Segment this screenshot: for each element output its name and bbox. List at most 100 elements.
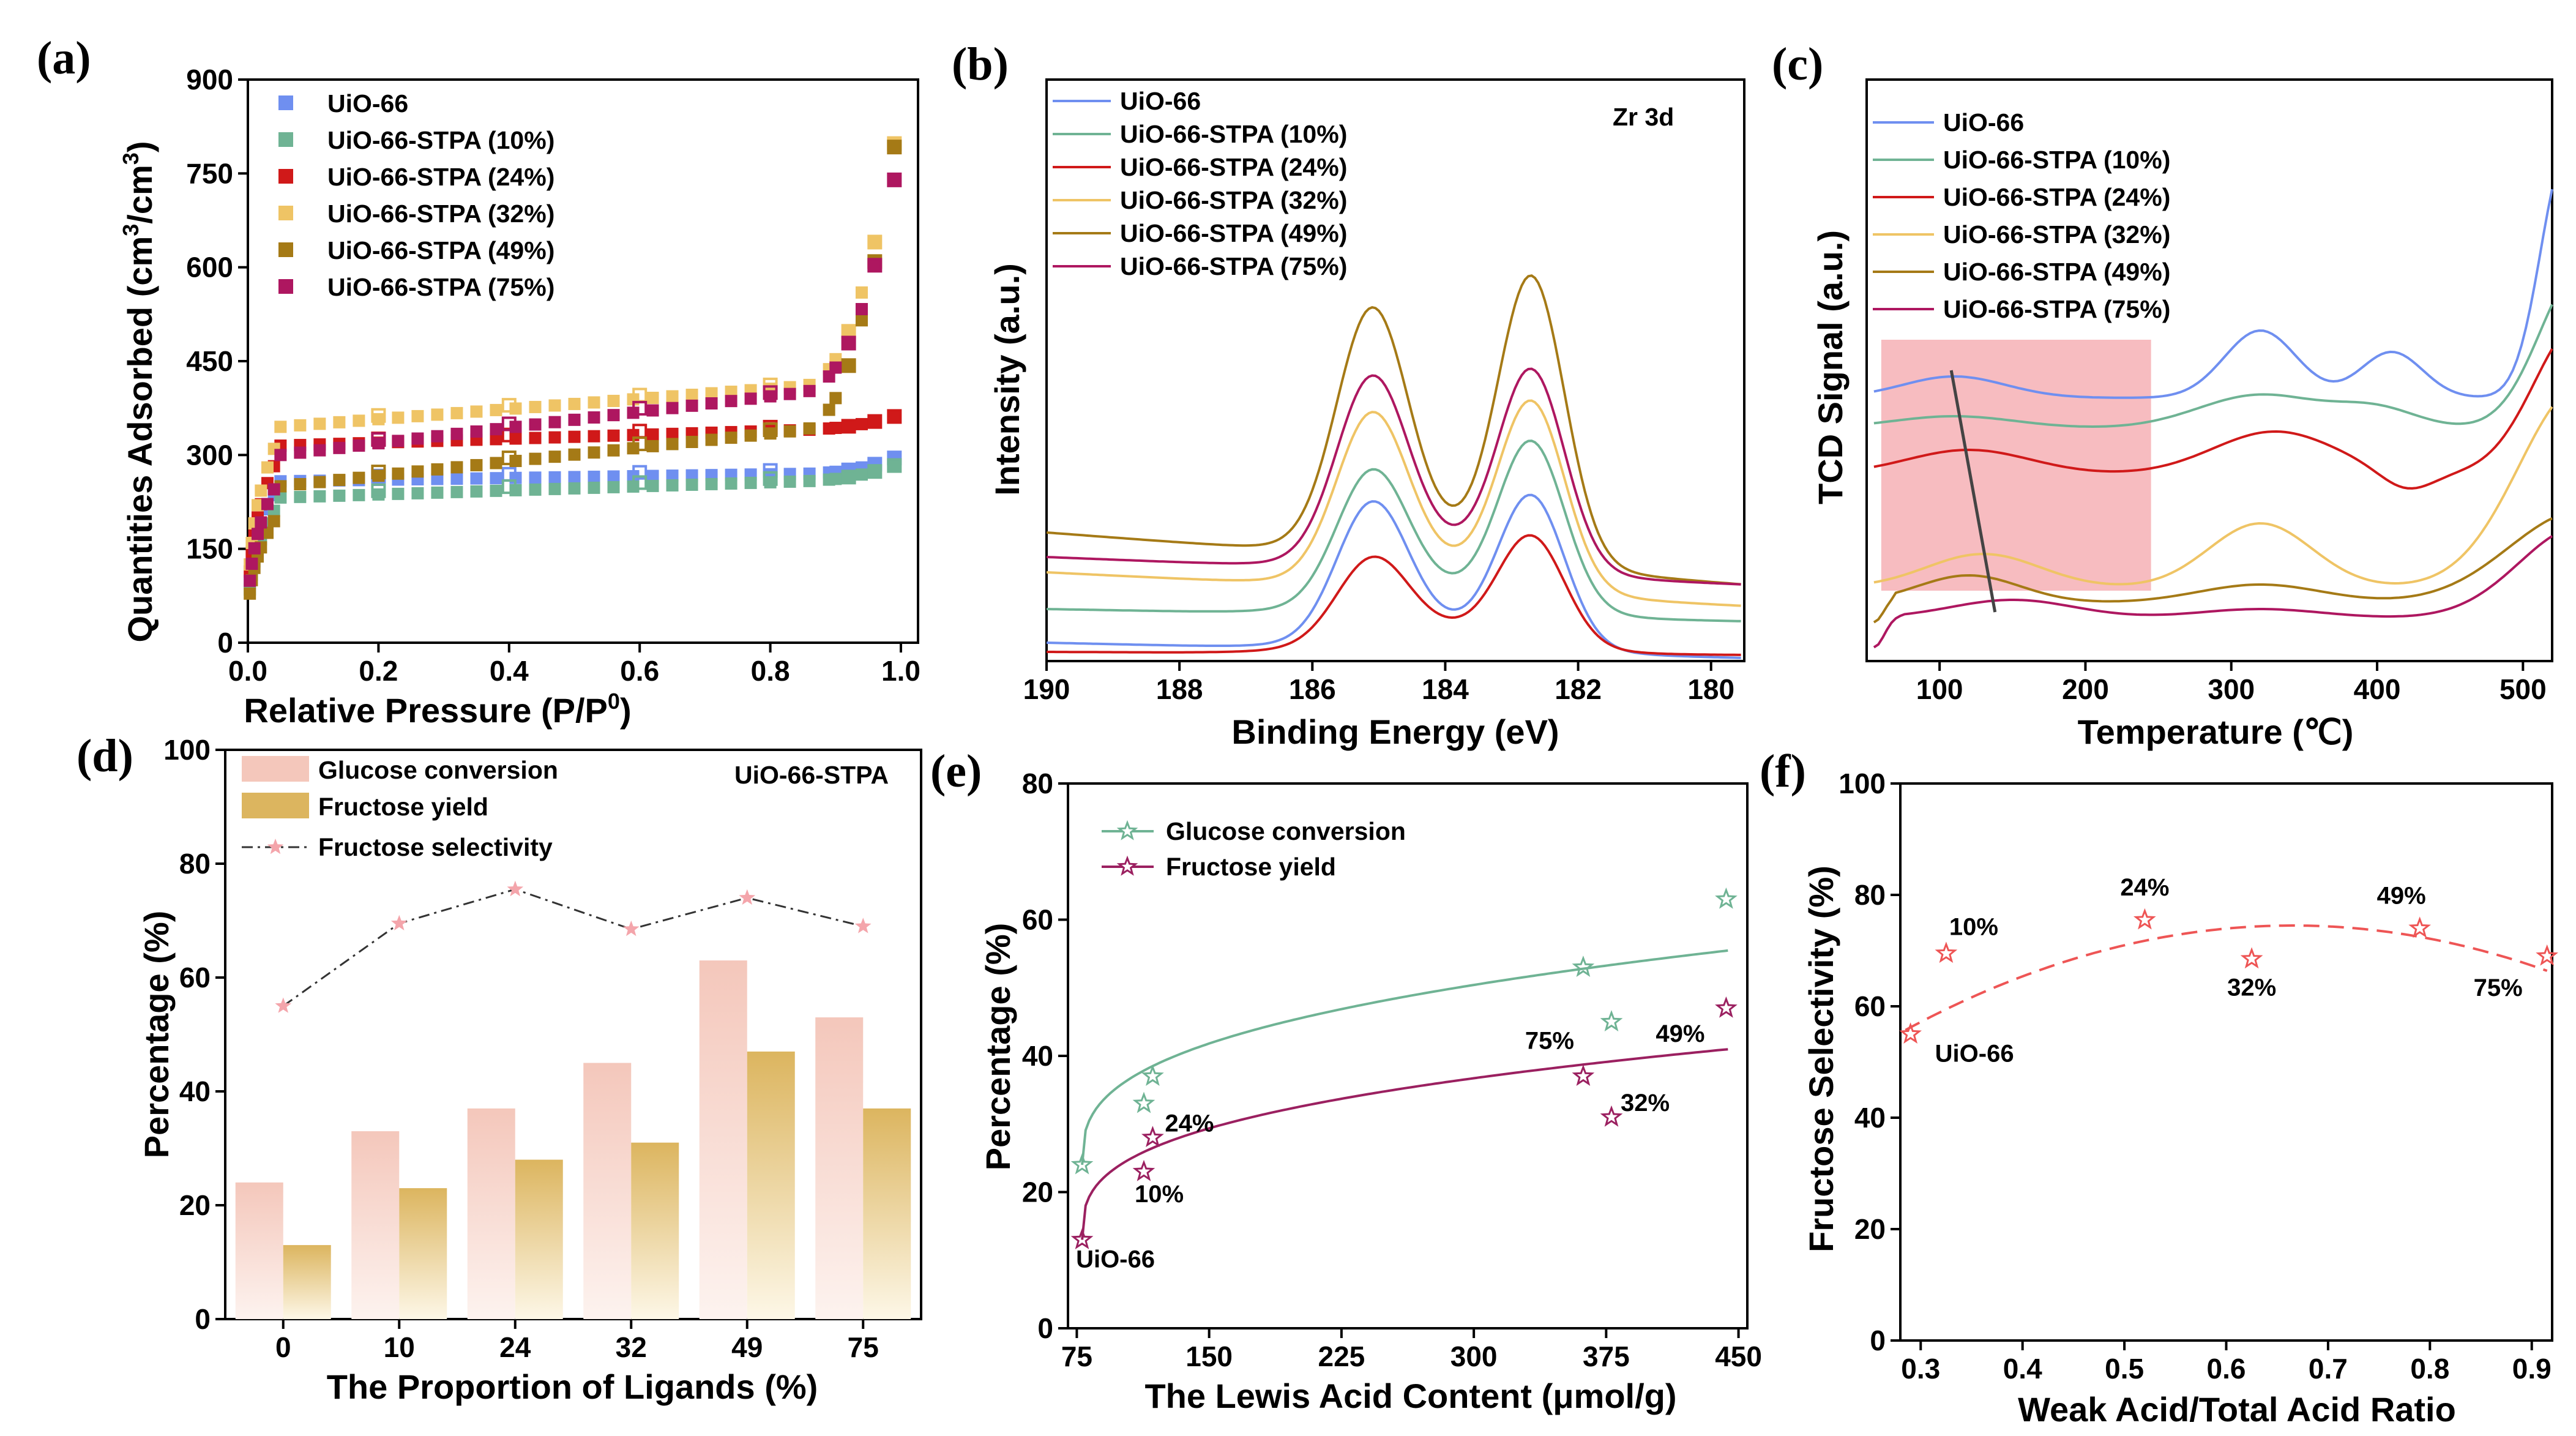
d-ytick-label: 80 xyxy=(179,848,211,880)
a-point xyxy=(470,425,483,438)
d-bar-yield xyxy=(631,1142,679,1319)
a-point xyxy=(411,465,424,478)
b-legend-label: UiO-66-STPA (49%) xyxy=(1120,219,1347,247)
c-shift-line xyxy=(1949,370,1997,613)
d-xlabel: The Proportion of Ligands (%) xyxy=(327,1367,818,1406)
f-xtick-label: 0.9 xyxy=(2512,1353,2552,1385)
b-ylabel: Intensity (a.u.) xyxy=(988,263,1026,496)
d-legend-label: Glucose conversion xyxy=(318,756,558,784)
b-legend-label: UiO-66-STPA (10%) xyxy=(1120,120,1347,148)
f-ytick-label: 60 xyxy=(1854,990,1886,1022)
c-xlabel: Temperature (℃) xyxy=(2078,712,2354,751)
a-point xyxy=(255,516,267,529)
panel-b-label: (b) xyxy=(952,39,1009,90)
a-point xyxy=(607,394,620,407)
a-legend-marker xyxy=(278,242,293,257)
a-point xyxy=(646,391,659,404)
e-ylabel: Percentage (%) xyxy=(979,923,1017,1171)
c-legend-label: UiO-66-STPA (32%) xyxy=(1943,220,2170,249)
a-desorption-point xyxy=(867,234,883,250)
f-point-label: UiO-66 xyxy=(1935,1041,2014,1068)
a-point xyxy=(411,409,424,422)
a-point xyxy=(548,399,561,412)
c-shaded-region xyxy=(1881,340,2151,591)
a-desorption-point xyxy=(501,451,517,466)
a-point xyxy=(353,414,365,427)
a-point xyxy=(803,474,816,487)
a-point xyxy=(548,482,561,495)
b-curve xyxy=(1046,367,1741,586)
d-bar-conversion xyxy=(815,1017,864,1319)
a-point xyxy=(548,451,561,463)
a-point xyxy=(529,483,542,496)
a-desorption-point xyxy=(632,465,648,480)
a-point xyxy=(888,141,901,154)
a-point xyxy=(666,479,679,492)
c-xtick-label: 500 xyxy=(2499,673,2547,705)
d-bar-yield xyxy=(863,1108,911,1319)
d-ytick-label: 40 xyxy=(179,1075,211,1107)
c-xtick-label: 100 xyxy=(1916,673,1963,705)
a-point xyxy=(333,489,346,502)
a-ytick-label: 300 xyxy=(186,439,233,471)
a-ytick-label: 0 xyxy=(217,627,233,659)
a-desorption-point xyxy=(632,475,648,490)
e-point xyxy=(1141,1064,1164,1086)
f-ytick-label: 40 xyxy=(1854,1102,1886,1134)
a-point xyxy=(705,397,718,409)
f-point-label: 32% xyxy=(2227,974,2276,1001)
a-ytick-label: 900 xyxy=(186,64,233,95)
a-desorption-point xyxy=(371,408,386,423)
d-legend-swatch xyxy=(242,756,309,782)
a-point xyxy=(431,463,444,476)
d-bar-conversion xyxy=(699,960,747,1319)
a-desorption-point xyxy=(371,465,386,480)
a-point xyxy=(450,461,463,474)
a-desorption-point xyxy=(371,432,386,447)
d-selectivity-point xyxy=(390,914,408,930)
a-xtick-label: 0.0 xyxy=(228,655,267,687)
f-ytick-label: 20 xyxy=(1854,1213,1886,1245)
e-ytick-label: 0 xyxy=(1037,1312,1053,1344)
f-point-label: 49% xyxy=(2377,883,2426,910)
e-legend-label: Fructose yield xyxy=(1166,853,1336,881)
e-point xyxy=(1572,1064,1595,1086)
a-point xyxy=(333,416,346,428)
a-point xyxy=(261,526,274,539)
e-point xyxy=(1070,1153,1094,1175)
a-point xyxy=(294,477,307,490)
a-point xyxy=(783,425,796,438)
c-curve xyxy=(1873,304,2553,428)
a-point xyxy=(274,421,287,433)
d-bar-conversion xyxy=(467,1108,515,1319)
a-desorption-point xyxy=(632,400,648,416)
a-point xyxy=(568,482,581,495)
b-curve xyxy=(1046,439,1741,623)
a-legend-label: UiO-66-STPA (10%) xyxy=(327,126,554,154)
a-point xyxy=(685,469,698,482)
a-point xyxy=(411,487,424,499)
e-legend-label: Glucose conversion xyxy=(1166,817,1406,845)
d-legend-swatch xyxy=(242,793,309,818)
a-point xyxy=(646,439,659,452)
f-point xyxy=(1899,1022,1922,1044)
a-point xyxy=(490,433,502,446)
a-point xyxy=(685,435,698,448)
e-xtick-label: 225 xyxy=(1318,1341,1365,1372)
a-xtick-label: 0.8 xyxy=(751,655,790,687)
a-point xyxy=(607,429,620,442)
a-point xyxy=(529,452,542,465)
e-point-label: 32% xyxy=(1621,1090,1670,1116)
b-annotation: Zr 3d xyxy=(1613,103,1674,131)
a-point xyxy=(490,484,502,497)
a-desorption-point xyxy=(887,458,902,473)
a-point xyxy=(490,472,502,485)
f-fit-curve xyxy=(1905,924,2548,1031)
e-xtick-label: 150 xyxy=(1185,1341,1233,1372)
c-curve xyxy=(1873,348,2553,490)
f-point xyxy=(2536,944,2558,966)
e-point xyxy=(1600,1010,1623,1031)
a-point xyxy=(490,403,502,416)
a-point xyxy=(588,446,600,459)
